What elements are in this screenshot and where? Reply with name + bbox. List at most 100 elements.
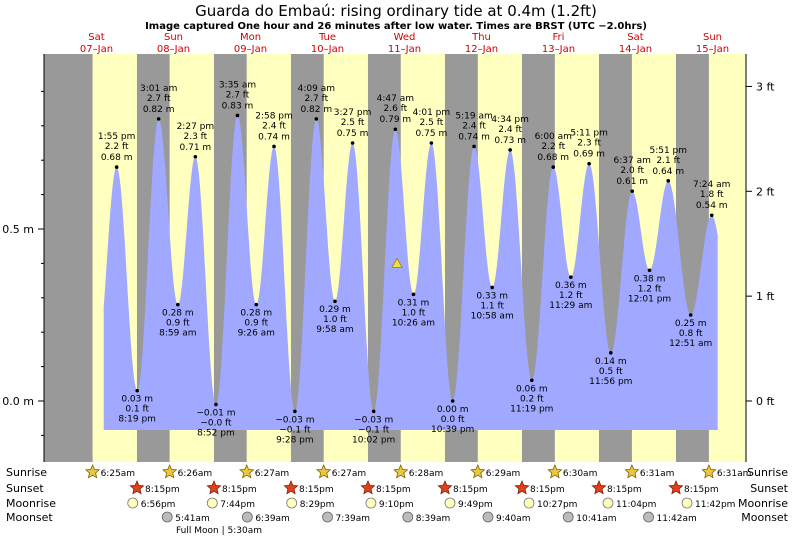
tide-m-label: 0.03 m xyxy=(121,395,153,405)
right-tick-label: 1 ft xyxy=(756,290,775,303)
tide-ft-label: 1.1 ft xyxy=(480,301,504,311)
tide-m-label: −0.01 m xyxy=(196,408,235,418)
moonset-time: 6:39am xyxy=(255,514,290,524)
day-date-label: 11–Jan xyxy=(388,44,421,55)
tide-point xyxy=(569,275,573,279)
tide-time-label: 3:27 pm xyxy=(334,108,372,118)
moonset-time: 8:39am xyxy=(416,514,451,524)
day-name-label: Fri xyxy=(553,32,565,43)
tide-point xyxy=(411,292,416,297)
moonset-icon xyxy=(402,511,414,523)
moonset-icon xyxy=(161,511,173,523)
tide-ft-label: 2.5 ft xyxy=(420,118,444,128)
tide-m-label: 0.74 m xyxy=(258,132,290,142)
moonrise-time: 7:44pm xyxy=(220,500,255,510)
moonrise-time: 11:04pm xyxy=(616,500,656,510)
tide-time-label: 11:29 am xyxy=(549,301,592,311)
sunset-time: 8:15pm xyxy=(299,485,334,495)
tide-time-label: 10:58 am xyxy=(471,311,514,321)
tide-curve xyxy=(103,115,718,430)
day-date-label: 14–Jan xyxy=(619,44,652,55)
sunset-time: 8:15pm xyxy=(684,485,719,495)
tide-ft-label: 0.0 ft xyxy=(441,415,465,425)
day-date-label: 10–Jan xyxy=(311,44,344,55)
moonrise-time: 10:27pm xyxy=(537,500,577,510)
moonrise-icon xyxy=(681,497,693,509)
moonrise-icon xyxy=(286,497,298,509)
tide-m-label: 0.25 m xyxy=(675,319,707,329)
tide-point xyxy=(551,165,556,169)
sunrise-icon xyxy=(162,463,178,479)
sunrise-icon xyxy=(239,463,255,479)
day-date-label: 09–Jan xyxy=(234,44,267,55)
sunset-time: 8:15pm xyxy=(145,485,180,495)
sunset-icon xyxy=(283,479,299,495)
row-label-sunrise: Sunrise xyxy=(6,466,47,479)
tide-point xyxy=(333,299,337,304)
moonrise-icon xyxy=(444,497,456,509)
sunrise-icon xyxy=(84,463,101,479)
tide-time-label: 11:19 pm xyxy=(510,404,553,414)
tide-point xyxy=(235,113,240,118)
tide-point xyxy=(293,409,297,414)
sunrise-time: 6:26am xyxy=(178,469,213,479)
moonrise-time: 9:10pm xyxy=(379,500,414,510)
tide-ft-label: 1.8 ft xyxy=(700,190,724,200)
tide-m-label: 0.54 m xyxy=(696,201,728,211)
sunrise-icon xyxy=(701,463,717,479)
tide-ft-label: 0.8 ft xyxy=(679,329,703,339)
tide-point xyxy=(114,165,119,169)
moonset-time: 9:40am xyxy=(496,514,531,524)
day-name-label: Sun xyxy=(164,32,183,43)
moonset-icon xyxy=(241,511,253,523)
sunrise-time: 6:29am xyxy=(486,469,520,479)
tide-time-label: 5:11 pm xyxy=(570,129,608,139)
sunset-icon xyxy=(668,479,684,495)
tide-time-label: 8:52 pm xyxy=(197,428,235,438)
sunrise-time: 6:28am xyxy=(409,469,444,479)
tide-time-label: 8:19 pm xyxy=(118,415,156,425)
moonset-icon xyxy=(562,511,574,523)
tide-point xyxy=(450,399,455,403)
sunrise-icon xyxy=(624,463,640,479)
tide-time-label: 3:35 am xyxy=(219,80,256,90)
sunset-icon xyxy=(360,479,376,495)
tide-point xyxy=(530,378,534,383)
day-name-label: Mon xyxy=(240,32,261,43)
sunrise-time: 6:31am xyxy=(640,469,675,479)
tide-time-label: 3:01 am xyxy=(140,84,177,94)
tide-ft-label: 1.2 ft xyxy=(559,291,583,301)
tide-point xyxy=(666,179,671,183)
tide-time-label: 5:19 am xyxy=(455,111,492,121)
sunset-time: 8:15pm xyxy=(222,485,257,495)
tide-m-label: 0.82 m xyxy=(300,105,332,115)
tide-time-label: 12:51 am xyxy=(669,339,712,349)
sunset-icon xyxy=(514,479,530,495)
tide-time-label: 4:47 am xyxy=(377,94,414,104)
tide-time-label: 9:28 pm xyxy=(276,435,314,445)
sunset-time: 8:15pm xyxy=(530,485,565,495)
tide-m-label: 0.33 m xyxy=(476,291,508,301)
moonset-icon xyxy=(643,511,654,523)
day-name-label: Sat xyxy=(627,32,643,43)
sunrise-time: 6:31am xyxy=(717,469,752,479)
tide-time-label: 8:59 am xyxy=(159,329,196,339)
tide-ft-label: 2.4 ft xyxy=(462,121,486,131)
moonrise-time: 8:29pm xyxy=(300,500,335,510)
tide-time-label: 9:26 am xyxy=(238,329,275,339)
tide-m-label: 0.36 m xyxy=(555,281,587,291)
day-name-label: Thu xyxy=(471,32,491,43)
tide-point xyxy=(371,409,376,414)
tide-point xyxy=(350,141,355,145)
tide-area xyxy=(103,115,718,430)
tide-m-label: 0.79 m xyxy=(380,115,412,125)
moonrise-icon xyxy=(365,497,377,509)
tide-time-label: 10:39 pm xyxy=(431,425,474,435)
moonrise-icon xyxy=(523,497,535,509)
sunrise-icon xyxy=(470,463,486,479)
chart-subtitle: Image captured One hour and 26 minutes a… xyxy=(145,21,647,32)
tide-ft-label: 2.7 ft xyxy=(147,94,171,104)
tide-point xyxy=(193,154,198,159)
tide-ft-label: 2.1 ft xyxy=(656,156,680,166)
tide-ft-label: −0.0 ft xyxy=(200,418,232,428)
